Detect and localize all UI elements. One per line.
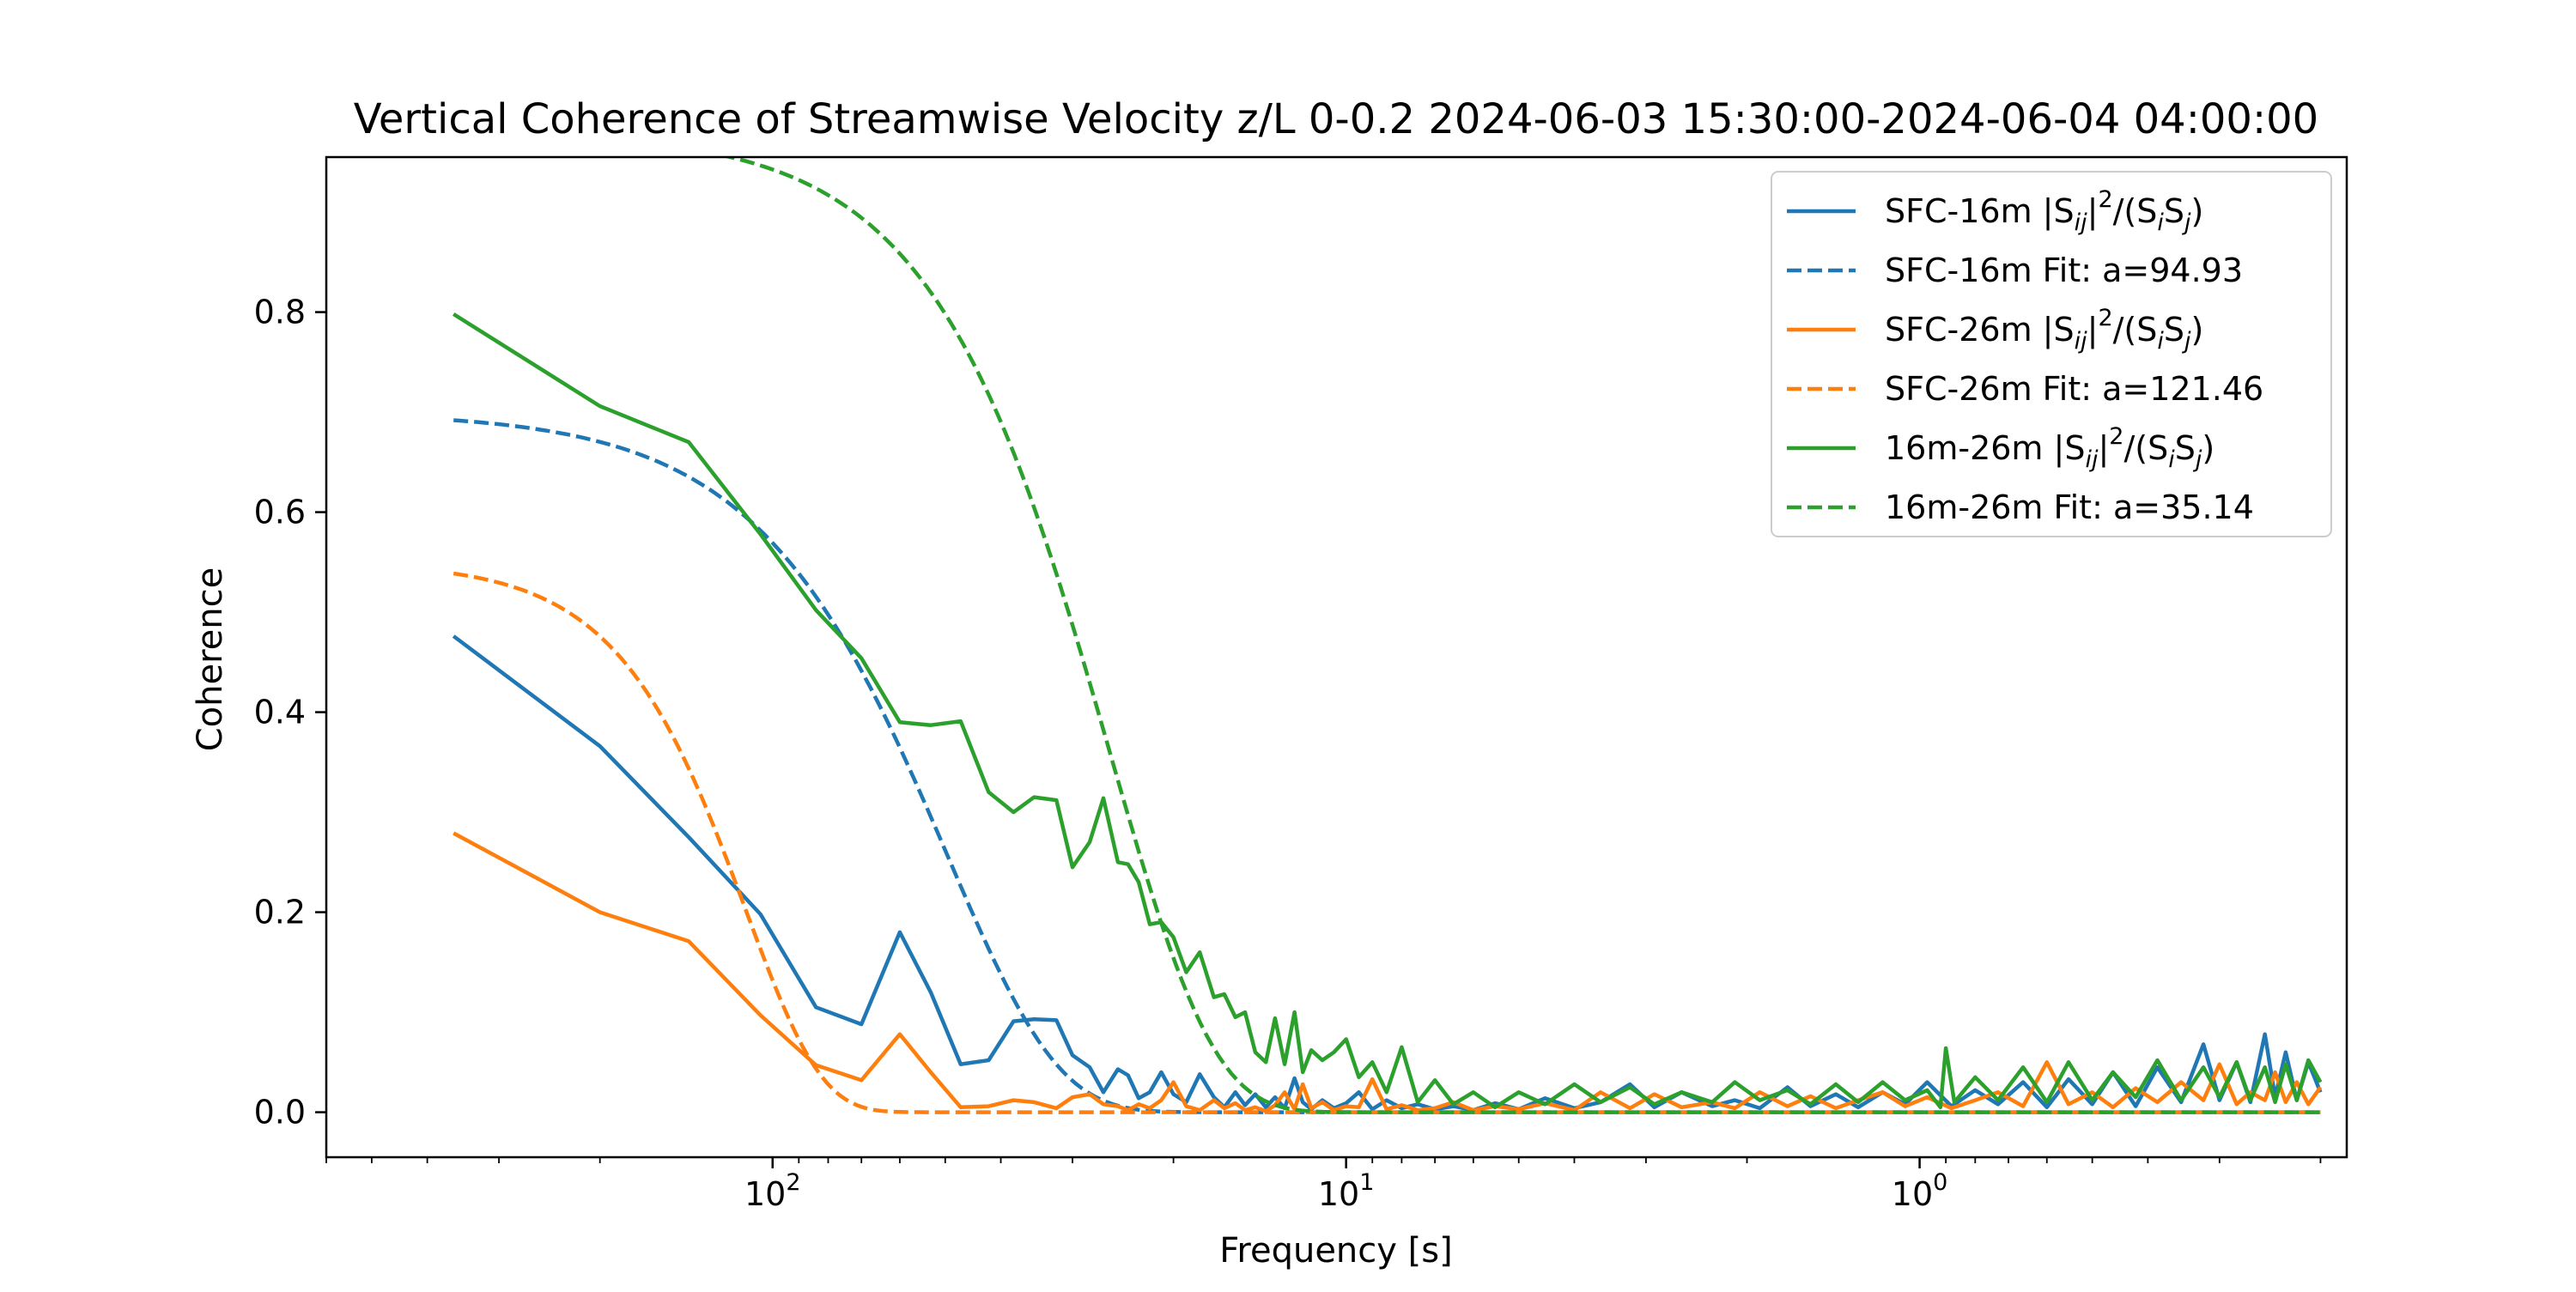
y-tick-label: 0.8 [254, 294, 306, 331]
plot-frame [325, 155, 2348, 1159]
legend-box [1771, 171, 2332, 537]
y-axis-label: Coherence [191, 567, 230, 752]
series-line-2 [453, 831, 2323, 1113]
chart-title: Vertical Coherence of Streamwise Velocit… [354, 95, 2318, 143]
y-tick-label: 0.6 [254, 494, 306, 531]
x-tick-label: 101 [1318, 1169, 1375, 1213]
series-line-1 [453, 418, 2321, 1114]
x-axis-label: Frequency [s] [1219, 1231, 1452, 1271]
x-tick-label: 100 [1892, 1169, 1948, 1213]
legend-entry: SFC-16m Fit: a=94.93 [1885, 252, 2243, 289]
y-tick-label: 0.4 [254, 694, 306, 731]
legend-entry: SFC-16m |Sij|2/(SiSj) [1885, 186, 2203, 236]
plot-area [452, 157, 2323, 1114]
series-line-4 [453, 312, 2323, 1110]
legend-entry: SFC-26m Fit: a=121.46 [1885, 370, 2263, 408]
axes: 0.0 0.2 0.4 0.6 0.8 102 101 100 [254, 294, 2322, 1213]
legend-entry: SFC-26m |Sij|2/(SiSj) [1885, 305, 2203, 355]
legend-entry: 16m-26m Fit: a=35.14 [1885, 488, 2254, 526]
series-line-0 [452, 634, 2323, 1113]
y-tick-label: 0.2 [254, 894, 306, 931]
x-tick-label: 102 [744, 1169, 801, 1213]
series-line-5 [721, 157, 2321, 1114]
y-tick-label: 0.0 [254, 1094, 306, 1131]
legend-entry: 16m-26m |Sij|2/(SiSj) [1885, 423, 2215, 473]
legend: SFC-16m |Sij|2/(SiSj) SFC-16m Fit: a=94.9… [1771, 171, 2332, 537]
